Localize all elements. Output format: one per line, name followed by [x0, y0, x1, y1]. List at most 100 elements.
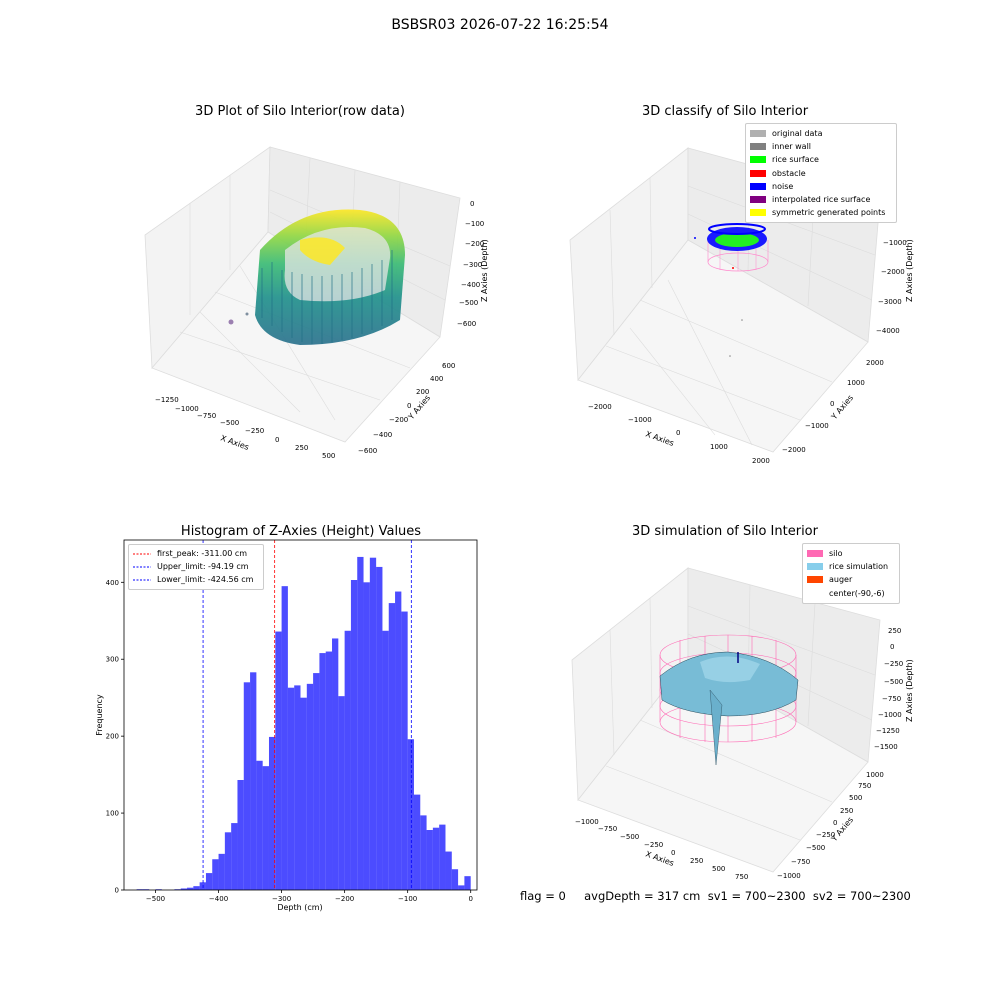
histogram-title: Histogram of Z-Axies (Height) Values	[180, 524, 422, 539]
classify-ytick: −2000	[782, 446, 806, 454]
histogram-bar	[407, 739, 414, 890]
classify-plot-title: 3D classify of Silo Interior	[641, 104, 809, 119]
simulation-legend: silo rice simulation auger center(-90,-6…	[802, 543, 900, 604]
histogram-bar	[256, 760, 263, 890]
simulation-xtick: 750	[735, 873, 748, 881]
histogram-xtick-label: −400	[209, 895, 228, 903]
histogram-xtick-label: −200	[335, 895, 354, 903]
histogram-bar	[250, 672, 257, 890]
legend-swatch	[807, 576, 823, 584]
raw-xtick: 500	[322, 452, 335, 460]
legend-label: first_peak: -311.00 cm	[157, 549, 248, 559]
histogram-bar	[464, 876, 471, 890]
histogram-bar	[300, 697, 307, 890]
classify-ztick: −1000	[883, 239, 907, 247]
legend-entry: interpolated rice surface	[750, 193, 892, 206]
raw-ztick: −400	[461, 281, 480, 289]
histogram-y-ticks: 0 100 200 300 400	[106, 579, 124, 895]
simulation-xtick: −750	[598, 825, 617, 833]
raw-ytick: −400	[373, 431, 392, 439]
histogram-bar	[363, 582, 370, 890]
histogram-bar	[420, 815, 427, 890]
histogram-ytick-label: 300	[106, 656, 119, 664]
raw-ytick: 0	[407, 402, 411, 410]
simulation-ztick: 250	[888, 627, 901, 635]
classify-x-ticks: −2000 −1000 0 1000 2000	[588, 403, 770, 465]
classify-xtick: 1000	[710, 443, 728, 451]
raw-ytick: −200	[389, 416, 408, 424]
histogram-bar	[413, 794, 421, 890]
figure-suptitle: BSBSR03 2026-07-22 16:25:54	[391, 17, 609, 33]
legend-entry: auger	[807, 573, 895, 586]
histogram-bar	[426, 830, 433, 890]
histogram-bar	[369, 557, 377, 890]
legend-label: rice surface	[772, 155, 819, 165]
simulation-xtick: 250	[690, 857, 703, 865]
legend-entry: obstacle	[750, 167, 892, 180]
histogram-bar	[231, 823, 238, 890]
simulation-ytick: −750	[791, 858, 810, 866]
histogram-bar	[306, 683, 314, 890]
raw-y-ticks: −600 −400 −200 0 200 400 600	[358, 362, 455, 455]
simulation-xtick: −500	[620, 833, 639, 841]
histogram-bar	[432, 827, 440, 890]
histogram-bar	[218, 853, 225, 890]
simulation-ztick: −750	[882, 695, 901, 703]
histogram-bar	[451, 869, 459, 890]
legend-label: obstacle	[772, 168, 806, 178]
raw-plot-title: 3D Plot of Silo Interior(row data)	[195, 104, 405, 119]
legend-label: interpolated rice surface	[772, 195, 871, 205]
raw-point-cloud	[228, 209, 405, 345]
classify-xtick: 2000	[752, 457, 770, 465]
rice-simulation-surface	[659, 651, 799, 766]
raw-z-ticks: 0 −100 −200 −300 −400 −500 −600	[457, 200, 484, 328]
simulation-ztick: −1500	[874, 743, 898, 751]
legend-swatch	[750, 169, 766, 177]
legend-swatch	[750, 143, 766, 151]
raw-ztick: 0	[470, 200, 474, 208]
histogram-bar	[180, 888, 188, 890]
simulation-ytick: 250	[840, 807, 853, 815]
raw-ytick: 200	[416, 388, 429, 396]
legend-dashed-line	[133, 566, 151, 568]
raw-xtick: −250	[245, 427, 264, 435]
legend-label: original data	[772, 129, 823, 139]
histogram-bar	[445, 851, 452, 890]
histogram-bar	[376, 566, 383, 890]
histogram-y-axis-label: Frequency	[95, 694, 104, 736]
raw-xtick: −500	[220, 419, 239, 427]
legend-swatch	[807, 563, 823, 571]
histogram-bar	[313, 673, 320, 890]
raw-x-ticks: −1250 −1000 −750 −500 −250 0 250 500	[155, 396, 335, 460]
simulation-ytick: −250	[816, 831, 835, 839]
histogram-reference-lines	[202, 540, 412, 890]
simulation-ytick: 500	[849, 794, 862, 802]
legend-label: auger	[829, 575, 853, 585]
legend-entry: silo	[807, 547, 895, 560]
raw-xtick: 0	[275, 436, 279, 444]
legend-entry: Lower_limit: -424.56 cm	[133, 573, 259, 586]
legend-entry: Upper_limit: -94.19 cm	[133, 560, 259, 573]
legend-label: Lower_limit: -424.56 cm	[157, 575, 254, 585]
histogram-bar	[350, 580, 358, 890]
simulation-ytick: −1000	[777, 872, 801, 880]
simulation-ytick: −500	[806, 844, 825, 852]
legend-entry: first_peak: -311.00 cm	[133, 547, 259, 560]
raw-xtick: −1250	[155, 396, 179, 404]
histogram-bar	[224, 832, 232, 890]
legend-label: rice simulation	[829, 562, 889, 572]
simulation-z-ticks: 250 0 −250 −500 −750 −1000 −1250 −1500	[874, 627, 903, 751]
legend-entry: rice simulation	[807, 560, 895, 573]
histogram-bar	[193, 886, 200, 890]
simulation-xtick: −250	[644, 841, 663, 849]
simulation-ytick: 0	[833, 819, 837, 827]
histogram-ytick-label: 400	[106, 579, 119, 587]
histogram-bar	[268, 736, 276, 890]
raw-ztick: −500	[459, 299, 478, 307]
histogram-x-axis-label: Depth (cm)	[277, 903, 322, 912]
histogram-bar	[205, 873, 213, 890]
status-line: flag = 0 avgDepth = 317 cm sv1 = 700~230…	[520, 889, 911, 903]
legend-label: noise	[772, 181, 794, 191]
simulation-ztick: 0	[890, 643, 894, 651]
